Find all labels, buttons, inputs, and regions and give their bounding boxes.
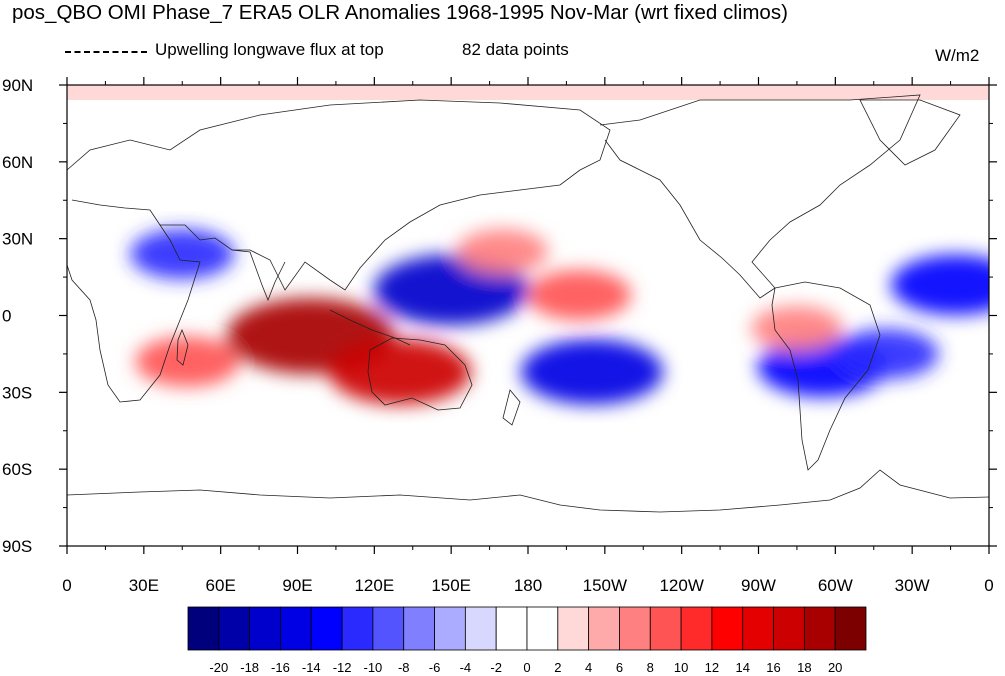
colorbar-swatch	[464, 606, 497, 651]
anomaly-south-atlantic	[834, 328, 939, 379]
colorbar-label: -16	[271, 660, 290, 675]
colorbar-swatch	[803, 606, 836, 651]
south-america-coastline	[771, 281, 881, 471]
lon-tick-label: 90W	[741, 576, 776, 595]
anomaly-central-north-pacific	[527, 270, 632, 321]
lon-tick-label: 0	[984, 576, 993, 595]
colorbar-swatch	[619, 606, 651, 651]
colorbar-label: -8	[398, 660, 410, 675]
colorbar-label: 14	[735, 660, 749, 675]
map-background	[67, 85, 989, 546]
colorbar-label: 8	[647, 660, 654, 675]
madagascar-coastline	[176, 328, 189, 366]
lon-tick-label: 150E	[431, 576, 471, 595]
colorbar-label: 20	[828, 660, 842, 675]
legend-dashed-line	[65, 51, 147, 53]
colorbar-swatch	[434, 606, 466, 651]
anomaly-arabian-sea-north-africa	[130, 229, 235, 280]
legend-label: Upwelling longwave flux at top	[155, 40, 384, 59]
data-points-label: 82 data points	[462, 40, 569, 59]
lat-tick-label: 60N	[2, 153, 33, 172]
colorbar-swatch	[834, 606, 867, 651]
antarctica-coastline	[67, 469, 989, 513]
india-coastline	[231, 249, 286, 302]
anomaly-south-pacific-convergence-zone	[520, 339, 664, 405]
colorbar-swatch	[372, 606, 405, 651]
colorbar-label: -6	[429, 660, 441, 675]
anomaly-amazon-west	[751, 305, 843, 351]
colorbar-label: -18	[240, 660, 259, 675]
greenland-coastline	[859, 99, 961, 166]
colorbar-swatch	[773, 606, 805, 651]
colorbar-label: -14	[302, 660, 321, 675]
colorbar-label: 6	[616, 660, 623, 675]
new-zealand-coastline	[502, 389, 521, 426]
eurasia-coastline	[67, 99, 611, 291]
maritime-continent-coastline	[329, 309, 411, 346]
lat-tick-label: 60S	[2, 460, 32, 479]
arctic-anomaly-band	[67, 85, 989, 100]
colorbar-label: 18	[797, 660, 811, 675]
colorbar: -20 -18 -16 -14 -12 -10 -8 -6 -4 -2 0 2 4 6 8 10 12 14 16 1…	[187, 606, 867, 675]
lon-tick-label: 150W	[583, 576, 627, 595]
colorbar-swatch	[588, 606, 620, 651]
colorbar-swatch	[649, 606, 682, 651]
colorbar-label: -10	[364, 660, 383, 675]
lon-tick-label: 60E	[206, 576, 236, 595]
colorbar-swatch	[310, 606, 343, 651]
anomaly-north-atlantic	[890, 254, 989, 315]
colorbar-swatch	[711, 606, 744, 651]
colorbar-swatch	[557, 606, 590, 651]
colorbar-swatch	[249, 606, 281, 651]
colorbar-label: 12	[705, 660, 719, 675]
lon-axis: 0 30E 60E 90E 120E 150E 180 150W 120W 90W 60W 30W 0	[62, 77, 994, 595]
lon-tick-label: 120E	[354, 576, 394, 595]
units-label: W/m2	[935, 46, 980, 65]
lat-axis: 90N 60N 30N 0 30S 60S 90S	[2, 76, 997, 556]
north-america-coastline	[599, 94, 921, 299]
anomaly-madagascar	[135, 336, 240, 387]
lat-tick-label: 90S	[2, 537, 32, 556]
lat-tick-label: 30S	[2, 383, 32, 402]
lat-tick-label: 30N	[2, 230, 33, 249]
colorbar-swatch	[495, 606, 528, 651]
colorbar-label: 10	[674, 660, 688, 675]
lon-tick-label: 60W	[818, 576, 853, 595]
anomaly-north-pacific-subtropics	[456, 229, 548, 274]
lon-tick-label: 180	[514, 576, 542, 595]
colorbar-swatch	[341, 606, 374, 651]
lon-tick-label: 120W	[659, 576, 703, 595]
colorbar-swatch	[742, 606, 774, 651]
map-title: pos_QBO OMI Phase_7 ERA5 OLR Anomalies 1…	[12, 1, 788, 24]
lon-tick-label: 30E	[129, 576, 159, 595]
colorbar-label: 16	[766, 660, 780, 675]
lat-tick-label: 90N	[2, 76, 33, 95]
lon-tick-label: 30W	[895, 576, 930, 595]
australia-coastline	[367, 337, 473, 411]
africa-coastline	[67, 199, 201, 403]
colorbar-swatch	[187, 606, 220, 651]
lon-tick-label: 0	[62, 576, 71, 595]
colorbar-swatch	[526, 606, 559, 651]
colorbar-swatch	[280, 606, 312, 651]
colorbar-label: -2	[490, 660, 502, 675]
colorbar-label: 2	[554, 660, 561, 675]
colorbar-swatch	[403, 606, 435, 651]
lon-tick-label: 90E	[282, 576, 312, 595]
colorbar-swatch	[680, 606, 713, 651]
lat-tick-label: 0	[2, 307, 11, 326]
colorbar-label: -12	[333, 660, 352, 675]
colorbar-label: 0	[523, 660, 530, 675]
colorbar-label: -4	[460, 660, 472, 675]
colorbar-label: -20	[209, 660, 228, 675]
anomaly-australia-north	[328, 339, 472, 405]
colorbar-swatch	[218, 606, 251, 651]
colorbar-label: 4	[585, 660, 592, 675]
